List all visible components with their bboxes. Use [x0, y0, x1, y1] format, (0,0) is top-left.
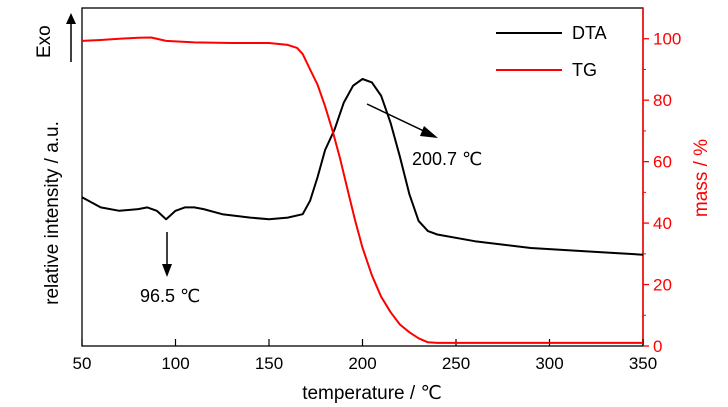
right-tick-label: 80 — [653, 91, 672, 110]
right-tick-label: 60 — [653, 153, 672, 172]
right-tick-label: 0 — [653, 337, 662, 356]
annotation-96-5: 96.5 ℃ — [140, 232, 200, 306]
annotation-arrow-shaft — [366, 103, 429, 134]
series-layer — [81, 36, 644, 344]
series-line-tg — [81, 36, 643, 344]
right-tick-label: 100 — [653, 30, 681, 49]
x-axis-title: temperature / ℃ — [302, 383, 442, 404]
annotation-label-96-5: 96.5 ℃ — [140, 286, 200, 306]
x-axis-ticks: 50 100 150 200 250 300 350 — [73, 339, 657, 373]
x-tick-label: 350 — [629, 354, 657, 373]
annotation-arrow-head-icon — [162, 264, 172, 277]
x-tick-label: 50 — [73, 354, 92, 373]
legend-label-dta: DTA — [572, 23, 607, 43]
legend: DTA TG — [496, 23, 607, 80]
right-tick-label: 20 — [653, 276, 672, 295]
annotation-200-7: 200.7 ℃ — [366, 103, 482, 169]
x-tick-label: 250 — [442, 354, 470, 373]
y-right-axis-title: mass / % — [691, 139, 712, 217]
right-axis-ticks: 0 20 40 60 80 100 — [643, 30, 681, 356]
exo-arrow-head-icon — [66, 13, 76, 24]
exo-label: Exo — [34, 25, 55, 58]
x-tick-label: 200 — [348, 354, 376, 373]
annotation-arrow-head-icon — [420, 126, 438, 138]
x-tick-label: 100 — [161, 354, 189, 373]
right-tick-label: 40 — [653, 214, 672, 233]
y-left-axis-title: relative intensity / a.u. — [42, 121, 63, 305]
annotation-label-200-7: 200.7 ℃ — [412, 149, 482, 169]
legend-label-tg: TG — [572, 60, 597, 80]
series-line-dta — [81, 78, 644, 256]
exo-indicator: Exo — [34, 13, 76, 62]
x-tick-label: 150 — [255, 354, 283, 373]
x-tick-label: 300 — [535, 354, 563, 373]
